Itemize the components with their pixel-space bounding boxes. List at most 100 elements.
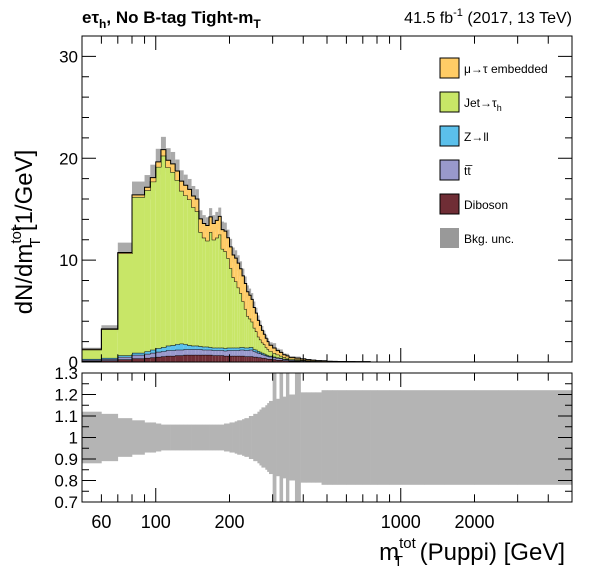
stack-bar [150, 182, 155, 350]
stack-bar [237, 350, 239, 356]
stack-bar [166, 346, 171, 351]
ratio-band-bin [240, 420, 243, 454]
ratio-y-tick-label: 0.8 [54, 472, 78, 491]
stack-bar [276, 351, 279, 355]
ratio-band-bin [202, 425, 206, 451]
ratio-band-bin [209, 425, 212, 451]
stack-bar [156, 357, 161, 362]
ratio-band-bin [101, 414, 118, 461]
stack-bar [161, 356, 166, 362]
ratio-band-bin [150, 422, 156, 452]
ratio-band-bin [306, 392, 311, 482]
ratio-band-bin [188, 425, 192, 451]
stack-bar [249, 356, 251, 362]
stack-bar [253, 357, 255, 362]
ratio-band-bin [192, 425, 196, 451]
ratio-band-bin [444, 390, 475, 485]
ratio-band-bin [259, 410, 261, 466]
ratio-band-bin [370, 390, 377, 485]
ratio-band-bin [212, 425, 215, 451]
ratio-band-bin [263, 407, 265, 467]
legend-item: Jet→τh [440, 92, 502, 113]
legend-label: μ→τ embedded [464, 62, 548, 76]
legend-item: Bkg. unc. [440, 228, 514, 248]
ratio-band-bin [232, 422, 235, 452]
stack-bar [132, 197, 145, 353]
stack-bar [101, 329, 117, 358]
ratio-band-bin [199, 425, 203, 451]
stack-bar [195, 346, 199, 350]
ratio-band-bin [247, 418, 250, 457]
ratio-band-bin [156, 424, 161, 452]
plot-title: eτh, No B-tag Tight-mT [82, 8, 261, 31]
ratio-y-tick-label: 0.9 [54, 450, 78, 469]
ratio-band-bin [175, 425, 180, 451]
ratio-band-bin [377, 390, 390, 485]
stack-bar [199, 232, 202, 346]
stack-bar [202, 355, 205, 362]
stack-bar [202, 223, 205, 237]
ratio-band-bin [289, 395, 295, 481]
stack-bar [156, 167, 161, 348]
stack-bar [206, 241, 209, 347]
stack-bar [195, 355, 199, 362]
ratio-band-bin [355, 390, 363, 485]
ratio-band-bin [253, 414, 255, 461]
stack-bar [235, 282, 238, 348]
ratio-band-bin [301, 392, 307, 482]
stack-bar [179, 344, 183, 350]
stack-bar [195, 211, 199, 345]
stack-bar [166, 167, 171, 345]
stack-bar [166, 160, 171, 167]
stack-bar [218, 235, 221, 348]
x-axis-label: mtot T (Puppi) [GeV] [379, 535, 565, 570]
ratio-band-bin [118, 418, 133, 457]
stack-bar [184, 349, 188, 355]
stack-bar [184, 195, 188, 344]
stack-bar [145, 358, 151, 362]
legend-label: Diboson [464, 198, 508, 212]
ratio-band-bin [286, 373, 289, 502]
stack-bar [188, 349, 192, 355]
stack-bar [244, 350, 246, 356]
stack-bar [195, 349, 199, 355]
ratio-band-bin [401, 390, 425, 485]
stack-bar [188, 200, 192, 346]
stack-bar [269, 345, 273, 351]
stack-bar [171, 350, 176, 356]
ratio-band-bin [161, 425, 166, 451]
stack-bar [171, 172, 176, 345]
x-tick-labels: 100 200 1000 200060 [91, 512, 494, 532]
stack-bar [232, 356, 235, 362]
legend-swatch [440, 194, 459, 214]
stack-bar [215, 238, 218, 348]
ratio-band-bin [337, 390, 347, 485]
stack-bar [232, 350, 235, 356]
stack-bar [247, 350, 249, 356]
series-jet-h [82, 156, 572, 362]
stack-bar [206, 355, 209, 362]
stack-bar [195, 199, 199, 211]
ratio-band-bin [166, 425, 171, 451]
ratio-band-bin [227, 424, 230, 452]
stack-bar [184, 355, 188, 362]
legend-item: tt̅ [440, 160, 473, 180]
ratio-band-bin [221, 425, 224, 451]
stack-bar [156, 348, 161, 352]
ratio-band-bin [316, 392, 322, 482]
stack-bar [202, 238, 205, 347]
legend-swatch [440, 92, 459, 112]
legend-label: Bkg. unc. [464, 232, 514, 246]
stack-bar [206, 350, 209, 355]
legend-swatch [440, 160, 459, 180]
ratio-band-bin [215, 425, 218, 451]
stack-bar [218, 355, 221, 362]
stack-bar [188, 345, 192, 349]
legend-swatch [440, 58, 459, 78]
ratio-y-tick-label: 1 [69, 429, 78, 448]
stack-bar [156, 352, 161, 357]
ratio-band [82, 373, 572, 502]
y-tick-label: 10 [59, 251, 78, 270]
stack-bar [175, 180, 179, 344]
stack-bar [145, 190, 151, 351]
